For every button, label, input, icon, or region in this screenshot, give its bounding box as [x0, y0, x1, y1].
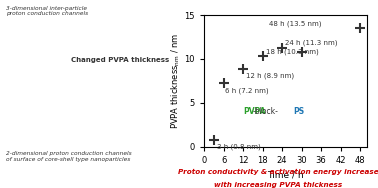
- Text: 24 h (11.3 nm): 24 h (11.3 nm): [285, 40, 338, 46]
- X-axis label: Time / h: Time / h: [267, 170, 304, 179]
- Y-axis label: PVPA thickness$_\mathregular{nm}$ / nm: PVPA thickness$_\mathregular{nm}$ / nm: [169, 33, 182, 129]
- Text: with increasing PVPA thickness: with increasing PVPA thickness: [214, 182, 342, 188]
- Text: PS: PS: [293, 107, 305, 116]
- Text: 6 h (7.2 nm): 6 h (7.2 nm): [225, 87, 269, 94]
- Text: 3 h (0.8 nm): 3 h (0.8 nm): [217, 143, 261, 150]
- Text: Changed PVPA thickness: Changed PVPA thickness: [71, 57, 169, 63]
- Text: 3-dimensional inter-particle
proton conduction channels: 3-dimensional inter-particle proton cond…: [6, 6, 88, 16]
- Text: 12 h (8.9 nm): 12 h (8.9 nm): [246, 72, 294, 79]
- Text: Proton conductivity & activation energy increase: Proton conductivity & activation energy …: [178, 169, 378, 175]
- Text: 18 h (10.3 nm): 18 h (10.3 nm): [266, 49, 319, 55]
- Text: 48 h (13.5 nm): 48 h (13.5 nm): [269, 20, 321, 27]
- Text: 2-dimensional proton conduction channels
of surface of core-shell type nanoparti: 2-dimensional proton conduction channels…: [6, 151, 132, 162]
- Text: -block-: -block-: [253, 107, 279, 116]
- Text: PVPA: PVPA: [243, 107, 266, 116]
